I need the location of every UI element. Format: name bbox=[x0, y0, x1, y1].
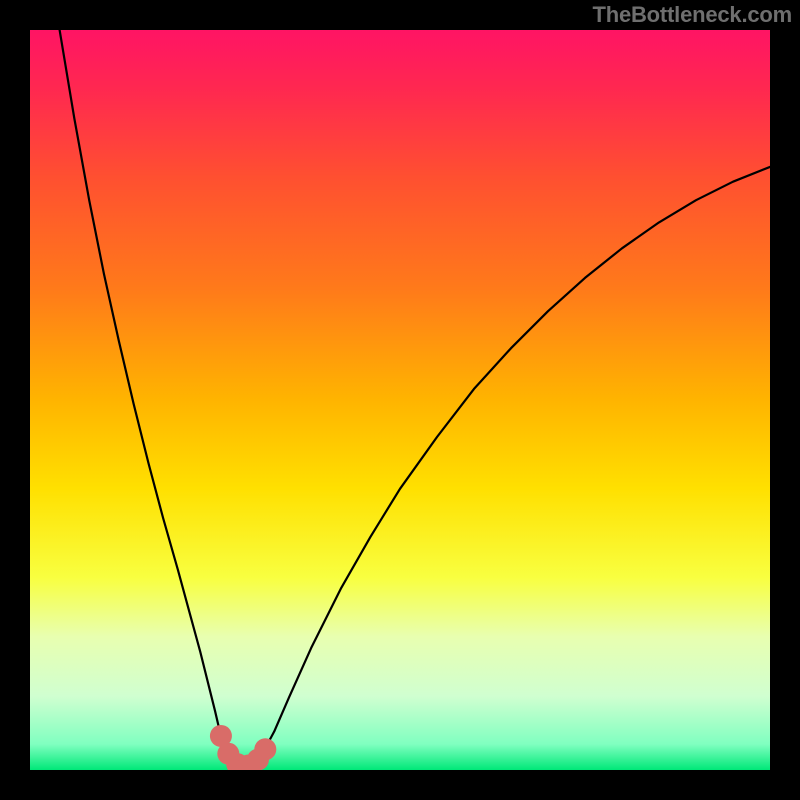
valley-marker bbox=[254, 738, 276, 760]
watermark-text: TheBottleneck.com bbox=[592, 2, 792, 28]
canvas-outer: TheBottleneck.com bbox=[0, 0, 800, 800]
gradient-background bbox=[30, 30, 770, 770]
plot-area bbox=[30, 30, 770, 770]
